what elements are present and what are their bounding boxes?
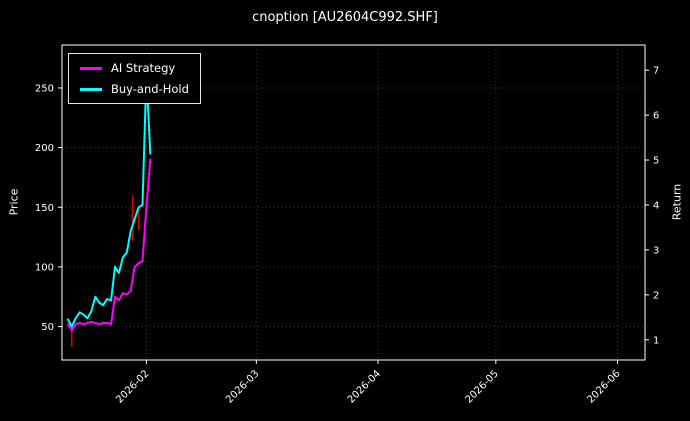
svg-text:2: 2 [653,290,659,301]
legend-item-ai-strategy: AI Strategy [80,61,189,75]
axis-ticks-and-labels: 50 100 150 200 250 1 2 3 4 5 6 7 2026-02 2026-03 2026-… [35,66,659,406]
svg-text:2026-05: 2026-05 [464,368,501,405]
svg-text:3: 3 [653,245,659,256]
svg-text:50: 50 [41,322,54,333]
svg-text:150: 150 [35,203,54,214]
buy-and-hold-line-swatch [80,87,102,91]
svg-text:2026-02: 2026-02 [114,368,151,405]
svg-text:6: 6 [653,111,659,122]
svg-text:100: 100 [35,262,54,273]
chart-title: cnoption [AU2604C992.SHF] [252,10,438,25]
svg-text:5: 5 [653,156,659,167]
legend-label-ai-strategy: AI Strategy [111,61,176,75]
series-line-1 [66,72,152,328]
svg-text:1: 1 [653,335,659,346]
svg-text:200: 200 [35,143,54,154]
legend-label-buy-and-hold: Buy-and-Hold [111,82,189,96]
svg-text:2026-04: 2026-04 [346,368,383,405]
svg-text:7: 7 [653,66,659,77]
legend-item-buy-and-hold: Buy-and-Hold [80,82,189,96]
ai-strategy-line-swatch [80,66,102,70]
svg-text:4: 4 [653,200,659,211]
plot-frame [61,44,646,361]
trade-markers [71,195,140,347]
legend: AI Strategy Buy-and-Hold [68,53,201,104]
svg-text:2026-03: 2026-03 [224,368,261,405]
series-line-0 [66,158,152,332]
svg-text:250: 250 [35,83,54,94]
svg-text:2026-06: 2026-06 [585,368,622,405]
